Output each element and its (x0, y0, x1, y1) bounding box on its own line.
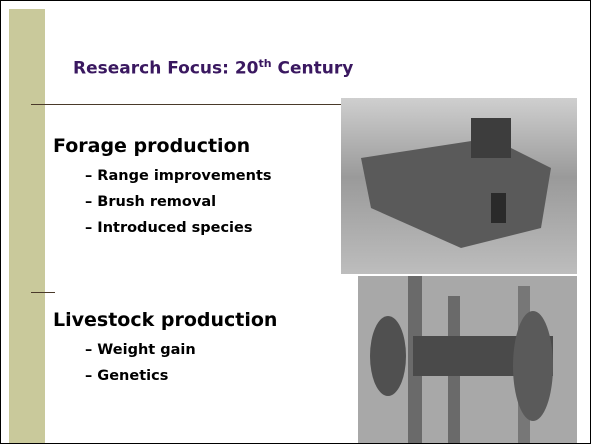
title-superscript: th (259, 57, 272, 70)
bullet-item: – Brush removal (85, 194, 216, 210)
slide-title: Research Focus: 20th Century (73, 57, 353, 79)
divider (31, 292, 55, 293)
photo-livestock (358, 276, 577, 443)
bullet-item: – Weight gain (85, 342, 196, 358)
page: Research Focus: 20th Century Forage prod… (0, 0, 591, 444)
divider (31, 104, 343, 105)
section-heading: Livestock production (53, 309, 277, 331)
photo-harvester (341, 98, 577, 274)
bullet-item: – Introduced species (85, 220, 253, 236)
slide: Research Focus: 20th Century Forage prod… (0, 0, 591, 444)
section-heading: Forage production (53, 135, 250, 157)
bullet-item: – Genetics (85, 368, 168, 384)
title-suffix: Century (272, 59, 354, 79)
bullet-item: – Range improvements (85, 168, 272, 184)
side-strip (9, 9, 45, 443)
title-text: Research Focus: 20 (73, 59, 259, 79)
